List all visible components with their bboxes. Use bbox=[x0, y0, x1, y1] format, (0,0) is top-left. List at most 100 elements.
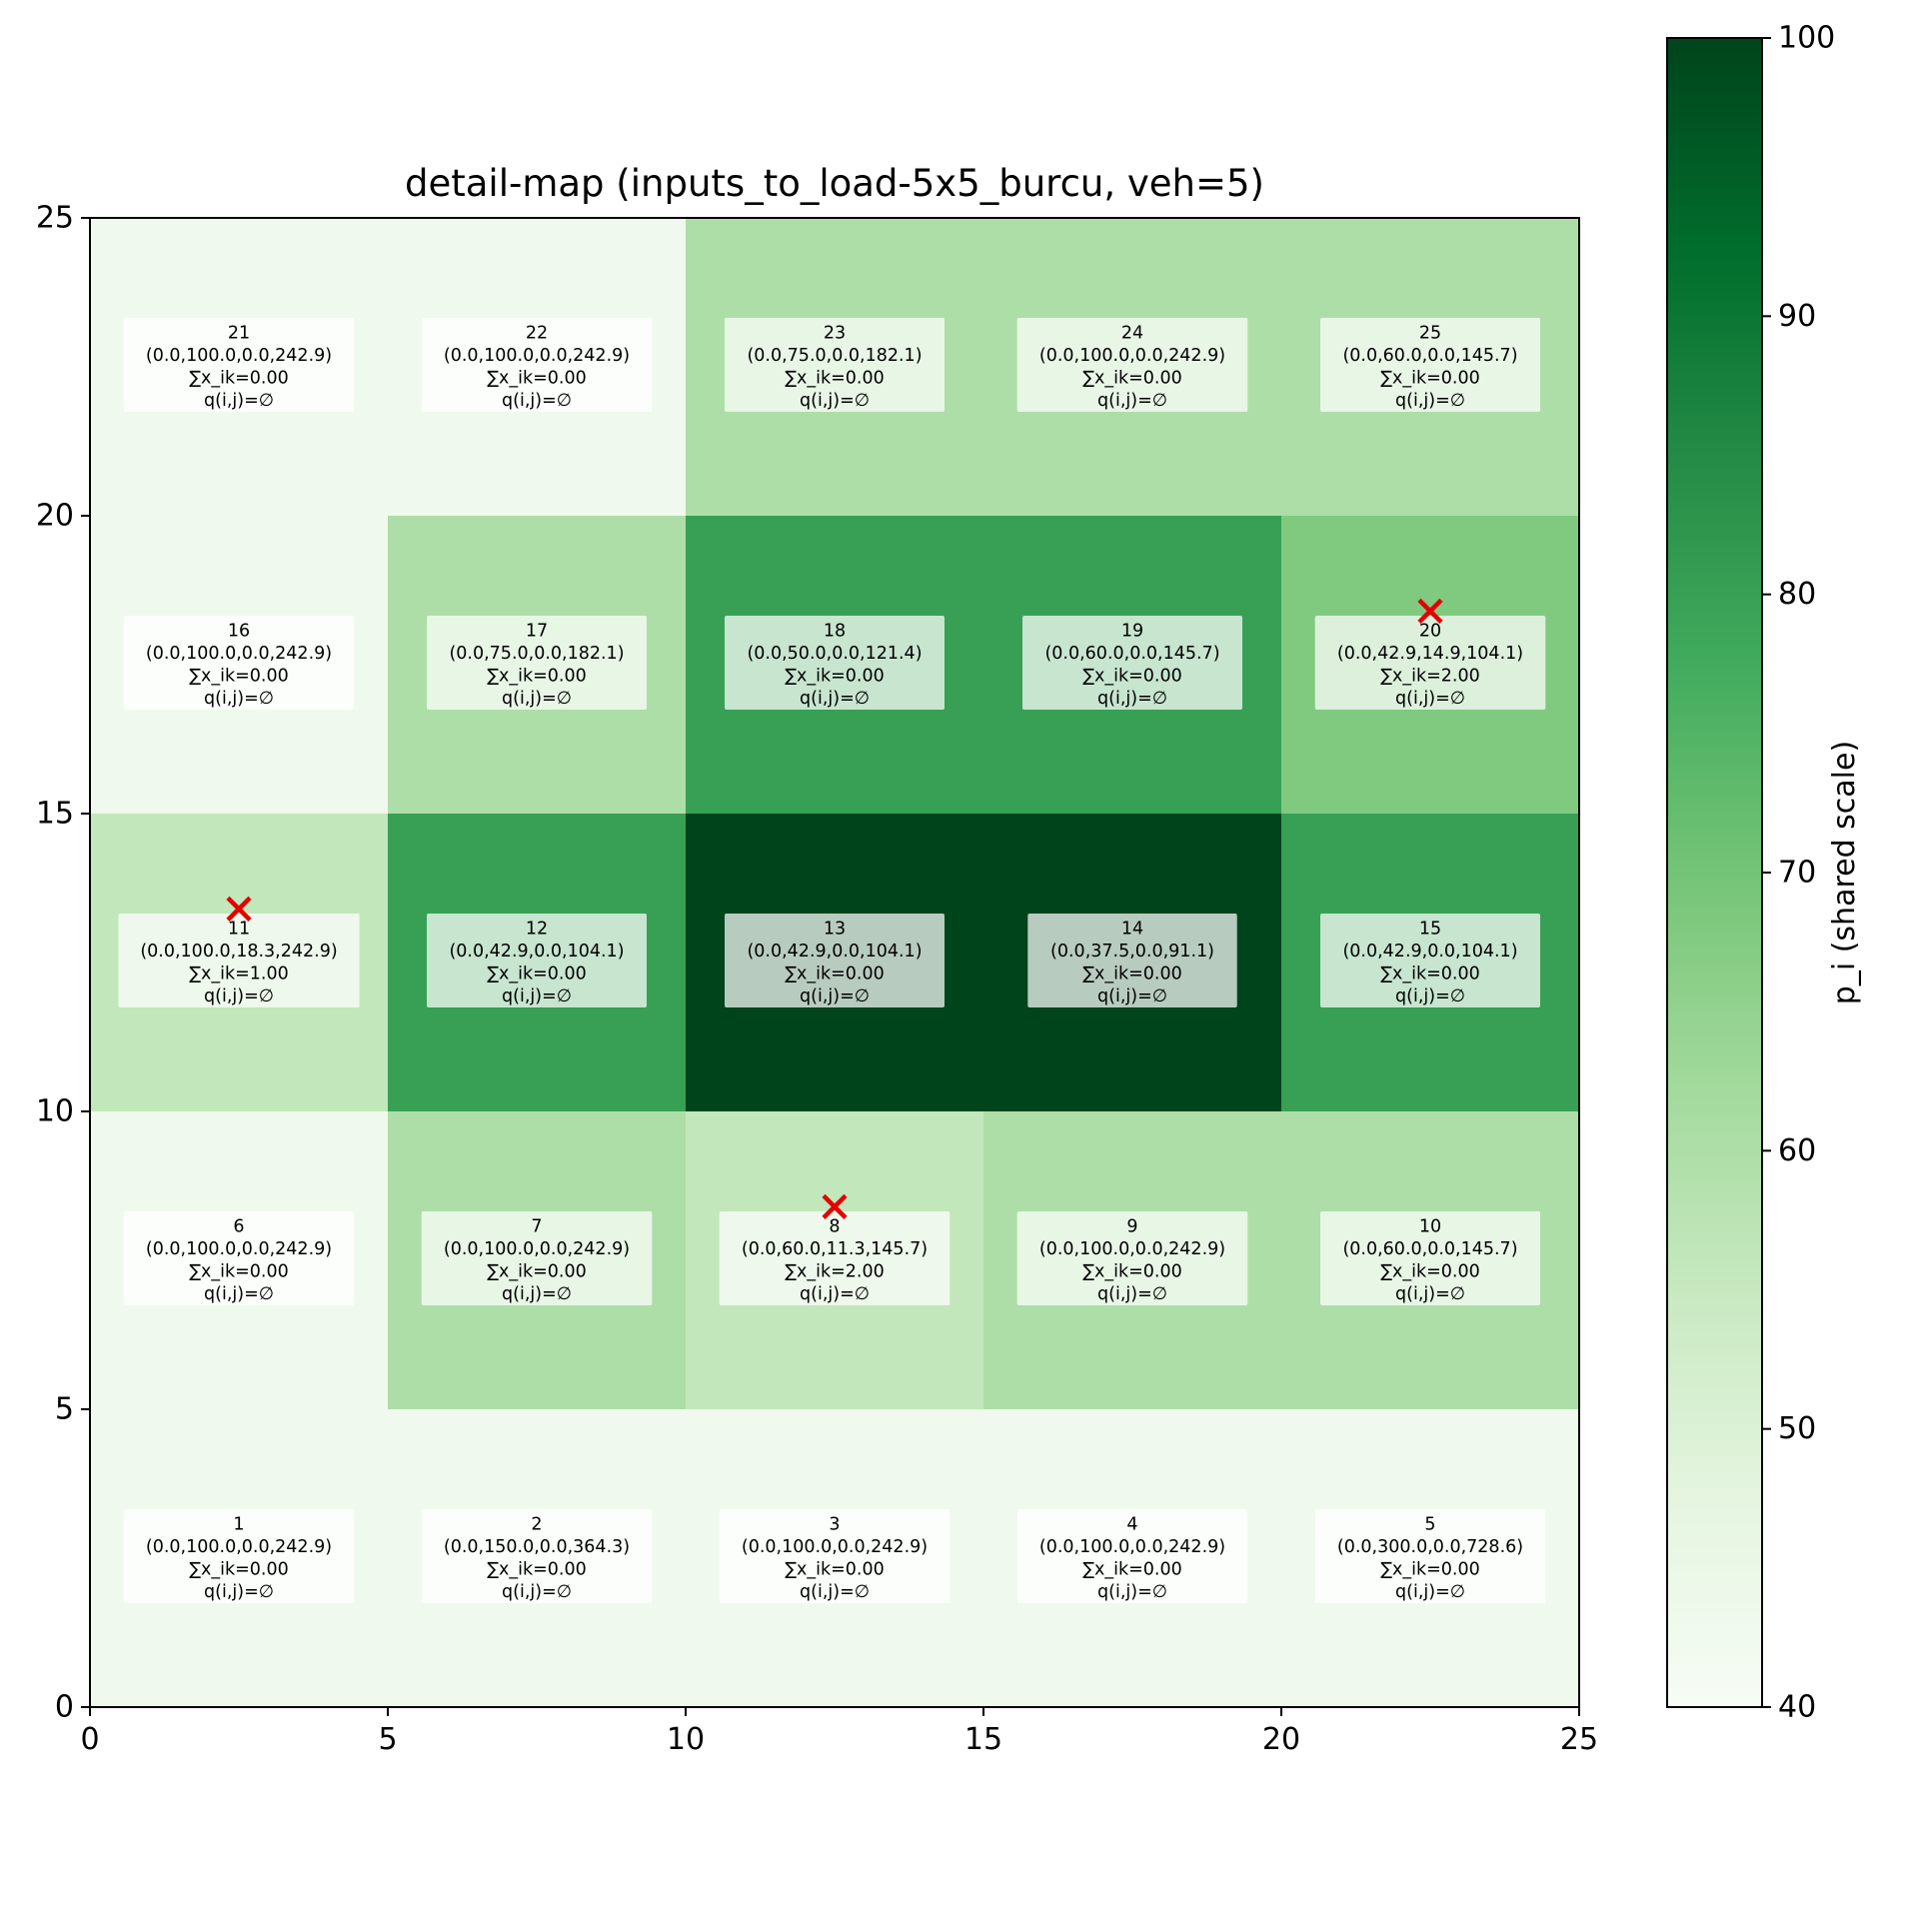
cell-label-box-6 bbox=[123, 1211, 355, 1305]
cell-9-line-1: (0.0,100.0,0.0,242.9) bbox=[1039, 1239, 1225, 1259]
cell-9-line-2: ∑x_ik=0.00 bbox=[1082, 1261, 1182, 1281]
cell-label-box-7 bbox=[421, 1211, 653, 1305]
cell-annotations: 1(0.0,100.0,0.0,242.9)∑x_ik=0.00q(i,j)=∅… bbox=[118, 318, 1546, 1603]
cell-19-line-0: 19 bbox=[1121, 621, 1143, 641]
cell-4-line-0: 4 bbox=[1126, 1514, 1137, 1534]
cell-21-line-0: 21 bbox=[228, 323, 250, 343]
cell-11-line-0: 11 bbox=[228, 919, 250, 939]
cell-6-line-0: 6 bbox=[233, 1216, 244, 1236]
cell-14-line-2: ∑x_ik=0.00 bbox=[1082, 964, 1182, 983]
colorbar-tick-label: 70 bbox=[1778, 856, 1816, 891]
cell-18-line-1: (0.0,50.0,0.0,121.4) bbox=[747, 644, 922, 664]
cell-16-line-0: 16 bbox=[228, 621, 250, 641]
cell-label-box-19 bbox=[1022, 616, 1242, 710]
cell-8-line-3: q(i,j)=∅ bbox=[800, 1284, 870, 1304]
cell-17-line-3: q(i,j)=∅ bbox=[502, 689, 572, 709]
colorbar-tick-label: 100 bbox=[1778, 21, 1835, 56]
cell-15-line-1: (0.0,42.9,0.0,104.1) bbox=[1342, 942, 1517, 962]
cell-21-line-3: q(i,j)=∅ bbox=[204, 391, 274, 411]
cell-11-line-3: q(i,j)=∅ bbox=[204, 986, 274, 1006]
cell-16-line-2: ∑x_ik=0.00 bbox=[189, 666, 289, 686]
cell-label-box-16 bbox=[123, 616, 355, 710]
cell-5-line-2: ∑x_ik=0.00 bbox=[1380, 1559, 1480, 1579]
cell-label-box-13 bbox=[725, 914, 945, 1007]
cell-label-box-23 bbox=[725, 318, 945, 412]
cell-label-box-3 bbox=[719, 1509, 951, 1603]
cell-13-line-0: 13 bbox=[824, 919, 846, 939]
cell-label-box-9 bbox=[1016, 1211, 1248, 1305]
marker-x-20 bbox=[1417, 598, 1443, 624]
colorbar-tick-label: 60 bbox=[1778, 1133, 1816, 1168]
cell-21-line-2: ∑x_ik=0.00 bbox=[189, 368, 289, 388]
cell-21-line-1: (0.0,100.0,0.0,242.9) bbox=[146, 346, 332, 366]
cell-19-line-2: ∑x_ik=0.00 bbox=[1082, 666, 1182, 686]
cell-2-line-0: 2 bbox=[531, 1514, 542, 1534]
cell-20-line-3: q(i,j)=∅ bbox=[1395, 689, 1465, 709]
cell-24-line-3: q(i,j)=∅ bbox=[1097, 391, 1167, 411]
cell-24-line-2: ∑x_ik=0.00 bbox=[1082, 368, 1182, 388]
cell-7-line-3: q(i,j)=∅ bbox=[502, 1284, 572, 1304]
cell-label-box-22 bbox=[421, 318, 653, 412]
cell-20-line-2: ∑x_ik=2.00 bbox=[1380, 666, 1480, 686]
cell-19-line-1: (0.0,60.0,0.0,145.7) bbox=[1044, 644, 1219, 664]
cell-13-line-3: q(i,j)=∅ bbox=[800, 986, 870, 1006]
x-tick-label: 5 bbox=[378, 1722, 397, 1757]
cell-4-line-3: q(i,j)=∅ bbox=[1097, 1582, 1167, 1602]
cell-label-box-15 bbox=[1320, 914, 1540, 1007]
plot-frame bbox=[89, 217, 1580, 1708]
cell-4-line-1: (0.0,100.0,0.0,242.9) bbox=[1039, 1537, 1225, 1557]
cell-12-line-0: 12 bbox=[526, 919, 548, 939]
cell-label-box-5 bbox=[1314, 1509, 1546, 1603]
cell-label-box-17 bbox=[427, 616, 647, 710]
cell-8-line-1: (0.0,60.0,11.3,145.7) bbox=[742, 1239, 928, 1259]
y-tick-label: 20 bbox=[36, 499, 74, 534]
cell-16-line-3: q(i,j)=∅ bbox=[204, 689, 274, 709]
cell-2-line-3: q(i,j)=∅ bbox=[502, 1582, 572, 1602]
cell-label-box-18 bbox=[725, 616, 945, 710]
cell-12-line-3: q(i,j)=∅ bbox=[502, 986, 572, 1006]
colorbar bbox=[1666, 37, 1763, 1708]
cell-14-line-3: q(i,j)=∅ bbox=[1097, 986, 1167, 1006]
cell-14-line-0: 14 bbox=[1121, 919, 1143, 939]
cell-18-line-2: ∑x_ik=0.00 bbox=[785, 666, 885, 686]
cell-23-line-1: (0.0,75.0,0.0,182.1) bbox=[747, 346, 922, 366]
y-tick-label: 0 bbox=[55, 1690, 74, 1725]
cell-5-line-1: (0.0,300.0,0.0,728.6) bbox=[1337, 1537, 1523, 1557]
cell-12-line-2: ∑x_ik=0.00 bbox=[487, 964, 587, 983]
cell-3-line-3: q(i,j)=∅ bbox=[800, 1582, 870, 1602]
cell-23-line-2: ∑x_ik=0.00 bbox=[785, 368, 885, 388]
cell-17-line-0: 17 bbox=[526, 621, 548, 641]
cell-1-line-0: 1 bbox=[233, 1514, 244, 1534]
x-tick-label: 0 bbox=[80, 1722, 99, 1757]
cell-label-box-14 bbox=[1027, 914, 1237, 1007]
cell-22-line-3: q(i,j)=∅ bbox=[502, 391, 572, 411]
cell-label-box-8 bbox=[719, 1211, 951, 1305]
cell-25-line-2: ∑x_ik=0.00 bbox=[1380, 368, 1480, 388]
cell-3-line-1: (0.0,100.0,0.0,242.9) bbox=[742, 1537, 928, 1557]
cell-20-line-0: 20 bbox=[1419, 621, 1441, 641]
cell-1-line-2: ∑x_ik=0.00 bbox=[189, 1559, 289, 1579]
cell-1-line-3: q(i,j)=∅ bbox=[204, 1582, 274, 1602]
marker-x-8 bbox=[822, 1193, 848, 1219]
cell-markers bbox=[226, 598, 1443, 1219]
cell-13-line-1: (0.0,42.9,0.0,104.1) bbox=[747, 942, 922, 962]
cell-25-line-1: (0.0,60.0,0.0,145.7) bbox=[1342, 346, 1517, 366]
cell-8-line-0: 8 bbox=[829, 1216, 840, 1236]
cell-5-line-0: 5 bbox=[1424, 1514, 1435, 1534]
cell-3-line-2: ∑x_ik=0.00 bbox=[785, 1559, 885, 1579]
cell-11-line-2: ∑x_ik=1.00 bbox=[189, 964, 289, 983]
cell-20-line-1: (0.0,42.9,14.9,104.1) bbox=[1337, 644, 1523, 664]
cell-23-line-0: 23 bbox=[824, 323, 846, 343]
cell-7-line-0: 7 bbox=[531, 1216, 542, 1236]
cell-17-line-1: (0.0,75.0,0.0,182.1) bbox=[449, 644, 624, 664]
cell-label-box-21 bbox=[123, 318, 355, 412]
cell-8-line-2: ∑x_ik=2.00 bbox=[785, 1261, 885, 1281]
cell-6-line-2: ∑x_ik=0.00 bbox=[189, 1261, 289, 1281]
cell-6-line-1: (0.0,100.0,0.0,242.9) bbox=[146, 1239, 332, 1259]
cell-10-line-2: ∑x_ik=0.00 bbox=[1380, 1261, 1480, 1281]
cell-4-line-2: ∑x_ik=0.00 bbox=[1082, 1559, 1182, 1579]
colorbar-tick-label: 90 bbox=[1778, 299, 1816, 334]
